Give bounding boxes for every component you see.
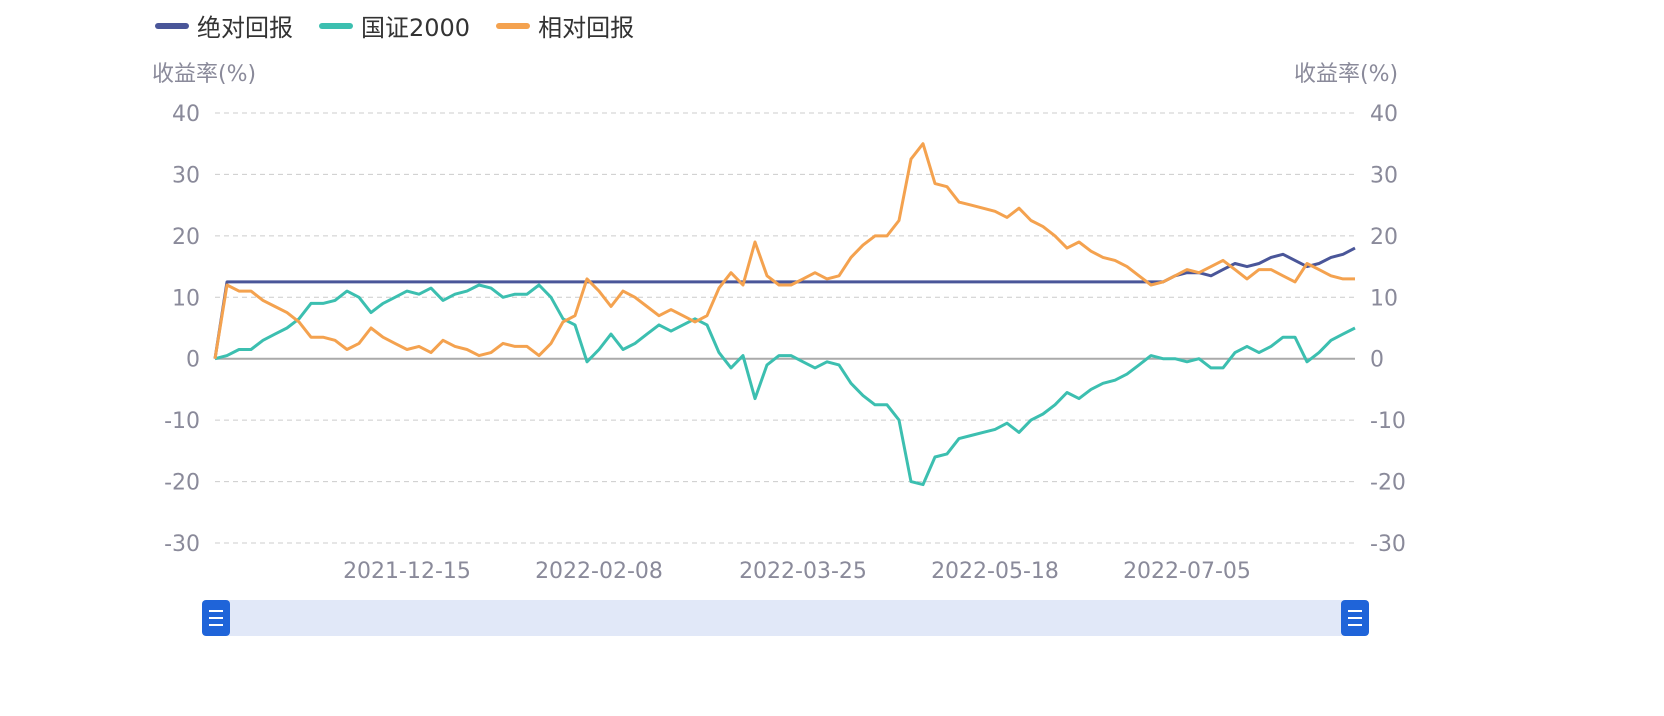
y-tick-label-left: 20 <box>172 225 200 250</box>
y-tick-label-right: -10 <box>1370 409 1406 434</box>
legend-line-icon <box>319 22 353 29</box>
y-tick-label-left: 30 <box>172 163 200 188</box>
legend-line-icon <box>496 22 531 29</box>
data-zoom-handle-left[interactable] <box>202 600 230 636</box>
data-zoom-track[interactable] <box>216 600 1354 636</box>
y-tick-label-left: 10 <box>172 286 200 311</box>
data-zoom-slider[interactable] <box>202 600 1369 636</box>
y-axis-title-right: 收益率(%) <box>1294 62 1399 87</box>
x-tick-label: 2021-12-15 <box>343 559 471 584</box>
y-tick-label-right: 40 <box>1370 102 1398 127</box>
series-line-1 <box>214 283 1356 487</box>
series-line-2 <box>213 142 1355 359</box>
chart-legend: 绝对回报 国证2000 相对回报 <box>155 8 634 43</box>
x-tick-label: 2022-03-25 <box>739 559 867 584</box>
y-tick-label-right: -30 <box>1370 532 1406 557</box>
y-tick-label-right: 10 <box>1370 286 1398 311</box>
y-tick-label-left: 0 <box>186 348 200 373</box>
y-tick-label-right: 0 <box>1370 348 1384 373</box>
y-tick-label-right: -20 <box>1370 471 1406 496</box>
x-tick-label: 2022-07-05 <box>1123 559 1251 584</box>
legend-line-icon <box>155 22 189 29</box>
y-tick-label-left: -20 <box>164 471 200 496</box>
y-tick-label-left: 40 <box>172 102 200 127</box>
legend-label: 绝对回报 <box>197 14 293 42</box>
y-tick-label-right: 20 <box>1370 225 1398 250</box>
data-zoom-handle-right[interactable] <box>1341 600 1369 636</box>
y-tick-label-left: -10 <box>164 409 200 434</box>
x-tick-label: 2022-02-08 <box>535 559 663 584</box>
y-tick-label-right: 30 <box>1370 163 1398 188</box>
legend-label: 国证2000 <box>361 14 471 42</box>
y-tick-label-left: -30 <box>164 532 200 557</box>
legend-item-relative-return[interactable]: 相对回报 <box>496 8 634 43</box>
y-axis-title-left: 收益率(%) <box>152 62 257 87</box>
x-tick-label: 2022-05-18 <box>931 559 1059 584</box>
legend-item-index-2000[interactable]: 国证2000 <box>319 8 470 43</box>
legend-item-absolute-return[interactable]: 绝对回报 <box>155 8 293 43</box>
legend-label: 相对回报 <box>538 14 635 42</box>
